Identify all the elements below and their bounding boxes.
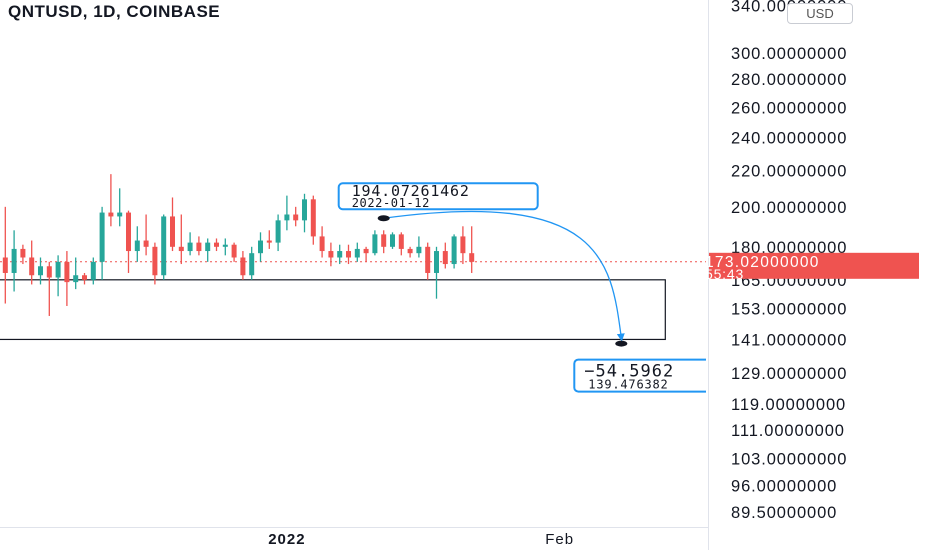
- candle[interactable]: [434, 246, 439, 299]
- price-tick-label: 240.00000000: [731, 130, 847, 148]
- candle[interactable]: [55, 255, 61, 297]
- start-date-text: 2022-01-12: [352, 196, 430, 210]
- price-axis[interactable]: 340.00000000300.00000000280.00000000260.…: [705, 0, 919, 550]
- candle[interactable]: [20, 244, 26, 265]
- candle[interactable]: [99, 206, 105, 280]
- price-tick-label: 153.00000000: [731, 300, 847, 318]
- candle[interactable]: [302, 193, 307, 233]
- end-point[interactable]: [615, 340, 628, 347]
- price-tick-label: 119.00000000: [731, 396, 846, 414]
- time-tick-label: Feb: [545, 531, 574, 548]
- candle[interactable]: [354, 242, 360, 262]
- candle[interactable]: [346, 244, 351, 265]
- candle[interactable]: [310, 195, 316, 245]
- candle[interactable]: [161, 214, 167, 280]
- candle[interactable]: [73, 257, 79, 290]
- candle[interactable]: [372, 230, 378, 256]
- candle[interactable]: [337, 244, 343, 265]
- start-value-text: 194.07261462: [352, 182, 470, 200]
- candle[interactable]: [398, 232, 404, 256]
- candle[interactable]: [284, 195, 290, 231]
- candle[interactable]: [46, 261, 52, 316]
- candle[interactable]: [381, 230, 387, 254]
- candle[interactable]: [117, 188, 123, 227]
- candle[interactable]: [11, 230, 17, 292]
- price-tick-label: 103.00000000: [731, 451, 847, 469]
- candle[interactable]: [469, 226, 475, 273]
- price-tick-label: 111.00000000: [731, 422, 845, 440]
- time-axis[interactable]: 2022 Feb: [0, 527, 708, 549]
- end-change-text: −54.5962: [584, 362, 674, 382]
- candle[interactable]: [363, 246, 369, 262]
- price-tick-label: 180.00000000: [731, 239, 847, 257]
- candle[interactable]: [108, 174, 114, 227]
- candle[interactable]: [170, 197, 175, 252]
- candle[interactable]: [64, 251, 70, 306]
- candle[interactable]: [187, 232, 193, 256]
- price-tick-label: 220.00000000: [731, 163, 847, 181]
- candle[interactable]: [407, 246, 413, 258]
- candle[interactable]: [425, 242, 431, 280]
- range-rectangle[interactable]: [0, 279, 666, 341]
- price-tick-label: 141.00000000: [731, 331, 847, 349]
- candle[interactable]: [222, 238, 228, 256]
- price-tick-label: 260.00000000: [731, 99, 847, 117]
- countdown-text: 55:43: [705, 266, 744, 282]
- price-tick-label: 96.00000000: [731, 477, 837, 495]
- candle[interactable]: [249, 246, 255, 280]
- candle[interactable]: [442, 242, 448, 269]
- candle[interactable]: [416, 236, 422, 258]
- candle[interactable]: [275, 214, 281, 252]
- candle[interactable]: [240, 251, 246, 280]
- candle[interactable]: [328, 242, 334, 267]
- candle[interactable]: [2, 206, 8, 304]
- candle[interactable]: [196, 236, 202, 256]
- candle[interactable]: [38, 257, 43, 285]
- price-tick-label: 280.00000000: [731, 71, 847, 89]
- candle[interactable]: [205, 238, 211, 262]
- candle[interactable]: [134, 226, 140, 262]
- candle[interactable]: [143, 214, 149, 256]
- candle[interactable]: [82, 272, 87, 285]
- candle[interactable]: [90, 257, 96, 285]
- candle[interactable]: [126, 210, 131, 273]
- current-price-text: 173.02000000: [705, 254, 820, 271]
- candle[interactable]: [152, 242, 158, 285]
- candle[interactable]: [258, 232, 263, 262]
- price-tick-label: 129.00000000: [731, 365, 847, 383]
- candle[interactable]: [319, 226, 325, 258]
- candle[interactable]: [390, 232, 395, 249]
- candle[interactable]: [231, 242, 237, 262]
- candle[interactable]: [29, 240, 35, 285]
- candle[interactable]: [293, 206, 299, 227]
- currency-button[interactable]: USD: [787, 3, 853, 24]
- price-tick-label: 300.00000000: [731, 45, 847, 63]
- projection-arrow[interactable]: [383, 210, 625, 342]
- chart-title: QNTUSD, 1D, COINBASE: [8, 2, 221, 21]
- price-tick-label: 200.00000000: [731, 199, 847, 217]
- candle[interactable]: [451, 234, 457, 269]
- candle[interactable]: [460, 226, 466, 265]
- candle[interactable]: [214, 238, 219, 252]
- price-tick-label: 89.50000000: [731, 504, 837, 522]
- candle[interactable]: [266, 230, 272, 249]
- start-point[interactable]: [377, 215, 390, 222]
- candle[interactable]: [178, 214, 184, 265]
- time-tick-label: 2022: [268, 531, 305, 548]
- end-price-text: 139.476382: [588, 378, 668, 392]
